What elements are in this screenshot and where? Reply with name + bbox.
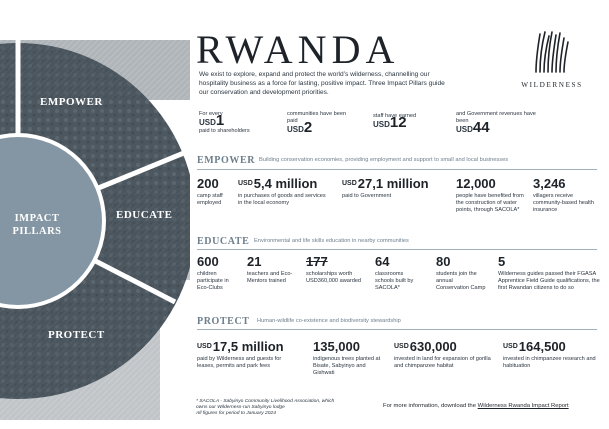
wheel-label-educate: EDUCATE <box>116 209 173 221</box>
stat-number: 17,5 million <box>212 339 284 354</box>
top-stat-3: staff have earned USD12 <box>373 113 416 130</box>
stat-description: people have benefited from the construct… <box>456 193 524 213</box>
stat-description: invested in land for expansion of gorill… <box>394 356 491 369</box>
educate-heading: EDUCATE <box>197 236 250 247</box>
stat-description: teachers and Eco-Mentors trained <box>247 271 293 284</box>
brand-name: WILDERNESS <box>521 81 583 89</box>
stat-currency: USD <box>197 343 212 350</box>
stat-description: classrooms schools built by SACOLA* <box>375 271 414 291</box>
protect-divider <box>197 329 597 330</box>
footnote: * SACOLA - Sabyinyo Community Livelihood… <box>196 399 346 417</box>
stat-number: 135,000 <box>313 339 360 354</box>
stat-number: 177 <box>306 254 328 269</box>
page-title: RWANDA <box>196 27 400 72</box>
stat-description: children participate in Eco-Clubs <box>197 271 229 291</box>
stat-number: 600 <box>197 254 219 269</box>
empower-stat-1: 200 camp staff employed <box>197 177 233 207</box>
protect-stat-1: USD17,5 million paid by Wilderness and g… <box>197 340 297 370</box>
educate-stat-1: 600 children participate in Eco-Clubs <box>197 255 237 291</box>
footnote-sacola: * SACOLA - Sabyinyo Community Livelihood… <box>196 399 335 410</box>
top-stat-num: 12 <box>389 113 407 131</box>
stat-description: invested in chimpanzee research and habi… <box>503 356 596 369</box>
top-stat-pre: staff have earned <box>373 113 417 119</box>
stat-number: 64 <box>375 254 390 269</box>
top-stat-num: 44 <box>472 118 490 136</box>
stat-description: paid to Government <box>342 193 392 199</box>
more-info: For more information, download the Wilde… <box>383 403 569 409</box>
top-stat-usd: USD <box>287 124 304 134</box>
stat-description: indigenous trees planted at Bisate, Saby… <box>313 356 381 376</box>
protect-stat-4: USD164,500 invested in chimpanzee resear… <box>503 340 601 370</box>
top-stat-post: paid to shareholders <box>199 127 250 134</box>
stat-number: 5 <box>498 254 506 269</box>
stat-number: 21 <box>247 254 262 269</box>
stat-currency: USD <box>342 180 357 187</box>
stat-number: 3,246 <box>533 176 566 191</box>
top-stat-usd: USD <box>199 117 216 127</box>
educate-stat-3: 177 scholarships worth USD360,000 awarde… <box>306 255 364 285</box>
stat-number: 80 <box>436 254 451 269</box>
top-stat-num: 2 <box>303 118 313 136</box>
top-stat-pre: For every <box>199 111 223 117</box>
educate-stat-6: 5 Wilderness guides passed their FGASA A… <box>498 255 600 291</box>
top-stat-num: 1 <box>215 111 225 129</box>
center-circle <box>0 137 102 305</box>
stat-number: 200 <box>197 176 219 191</box>
wheel-label-center: IMPACT PILLARS <box>12 213 62 237</box>
wilderness-logo: WILDERNESS <box>520 30 584 89</box>
stat-currency: USD <box>503 343 518 350</box>
empower-subtitle: Building conservation economies, providi… <box>259 157 509 163</box>
intro-text: We exist to explore, expand and protect … <box>199 71 445 96</box>
empower-stat-5: 3,246 villagers receive community-based … <box>533 177 599 213</box>
stat-number: 164,500 <box>518 339 566 354</box>
stat-description: scholarships worth USD360,000 awarded <box>306 271 362 284</box>
educate-divider <box>197 249 597 250</box>
stat-description: in purchases of goods and services in th… <box>238 193 326 206</box>
impact-report-link[interactable]: Wilderness Rwanda Impact Report <box>477 403 569 409</box>
stat-currency: USD <box>238 180 253 187</box>
empower-stat-2: USD5,4 million in purchases of goods and… <box>238 177 330 207</box>
stat-number: 5,4 million <box>253 176 318 191</box>
educate-stat-5: 80 students join the annual Conservation… <box>436 255 486 291</box>
stat-description: Wilderness guides passed their FGASA App… <box>498 271 600 291</box>
top-stat-4: and Government revenues have been USD44 <box>456 111 541 136</box>
grass-logo-icon <box>535 31 569 73</box>
stat-description: students join the annual Conservation Ca… <box>436 271 486 291</box>
educate-stat-2: 21 teachers and Eco-Mentors trained <box>247 255 295 285</box>
empower-divider <box>197 169 597 170</box>
top-stat-2: communities have been paid USD2 <box>287 111 349 136</box>
educate-stat-4: 64 classrooms schools built by SACOLA* <box>375 255 417 291</box>
empower-heading: EMPOWER <box>197 155 256 166</box>
educate-subtitle: Environmental and life skills education … <box>254 238 409 244</box>
stat-description: villagers receive community-based health… <box>533 193 594 213</box>
footnote-period: All figures for period to January 2024 <box>196 411 276 416</box>
protect-stat-3: USD630,000 invested in land for expansio… <box>394 340 498 370</box>
stat-number: 630,000 <box>409 339 457 354</box>
stat-description: camp staff employed <box>197 193 223 206</box>
top-stat-1: For every USD1 paid to shareholders <box>199 111 250 134</box>
wheel-label-empower: EMPOWER <box>40 96 103 108</box>
stat-description: paid by Wilderness and guests for leases… <box>197 356 282 369</box>
top-stat-pre: and Government revenues have been <box>456 111 536 124</box>
wheel-graphic <box>0 40 190 420</box>
protect-stat-2: 135,000 indigenous trees planted at Bisa… <box>313 340 385 376</box>
more-info-text: For more information, download the <box>383 403 476 409</box>
top-stat-usd: USD <box>456 124 473 134</box>
wheel-label-protect: PROTECT <box>48 329 105 341</box>
empower-stat-4: 12,000 people have benefited from the co… <box>456 177 524 213</box>
top-stat-usd: USD <box>373 119 390 129</box>
top-stat-pre: communities have been paid <box>287 111 347 124</box>
protect-heading: PROTECT <box>197 316 250 327</box>
stat-number: 27,1 million <box>357 176 429 191</box>
impact-pillars-wheel: EMPOWER EDUCATE PROTECT IMPACT PILLARS <box>0 0 190 429</box>
empower-stat-3: USD27,1 million paid to Government <box>342 177 442 200</box>
stat-number: 12,000 <box>456 176 496 191</box>
protect-subtitle: Human-wildlife co-existence and biodiver… <box>257 318 401 324</box>
stat-currency: USD <box>394 343 409 350</box>
